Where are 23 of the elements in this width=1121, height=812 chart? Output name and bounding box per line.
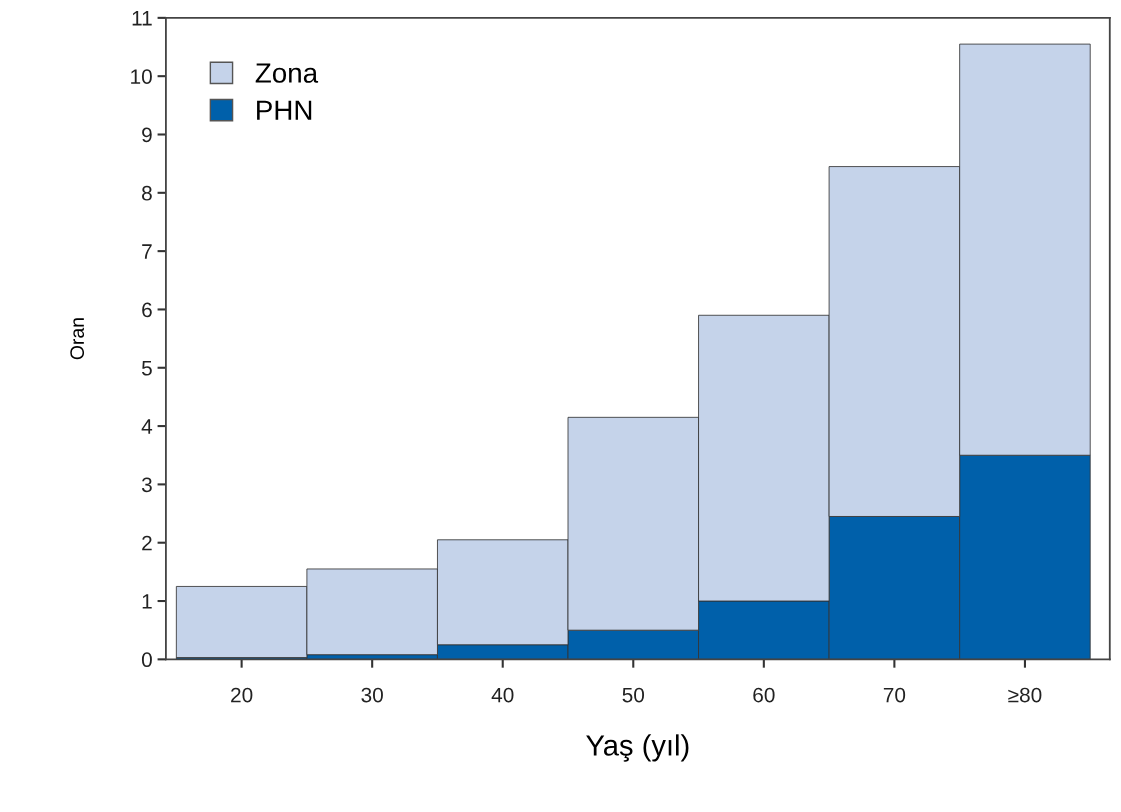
x-tick-label: 60 [753, 687, 775, 703]
x-tick-label: 50 [622, 687, 645, 703]
y-tick-label: 7 [142, 244, 152, 259]
x-tick-label: 20 [231, 687, 253, 703]
y-tick-label: 10 [131, 69, 152, 84]
y-tick-label: 4 [141, 419, 153, 434]
legend-label: PHN [257, 100, 312, 120]
y-tick-label: 2 [142, 535, 152, 551]
y-tick-label: 8 [142, 185, 152, 201]
x-tick-label: 70 [883, 687, 906, 703]
y-tick-label: 11 [132, 11, 152, 26]
y-tick-label: 6 [142, 302, 152, 318]
y-axis-title: Oran [70, 318, 85, 360]
y-tick-label: 9 [142, 127, 152, 143]
x-tick-label: 30 [361, 687, 383, 703]
y-tick-label: 3 [141, 477, 152, 493]
x-tick-label: 40 [491, 687, 514, 703]
legend-label: Zona [255, 63, 319, 83]
y-tick-label: 1 [142, 594, 152, 609]
y-tick-label: 0 [141, 652, 152, 668]
x-axis-title: Yaş (yıl) [586, 734, 689, 762]
y-tick-label: 5 [141, 360, 152, 376]
x-tick-label: ≥80 [1008, 687, 1042, 703]
